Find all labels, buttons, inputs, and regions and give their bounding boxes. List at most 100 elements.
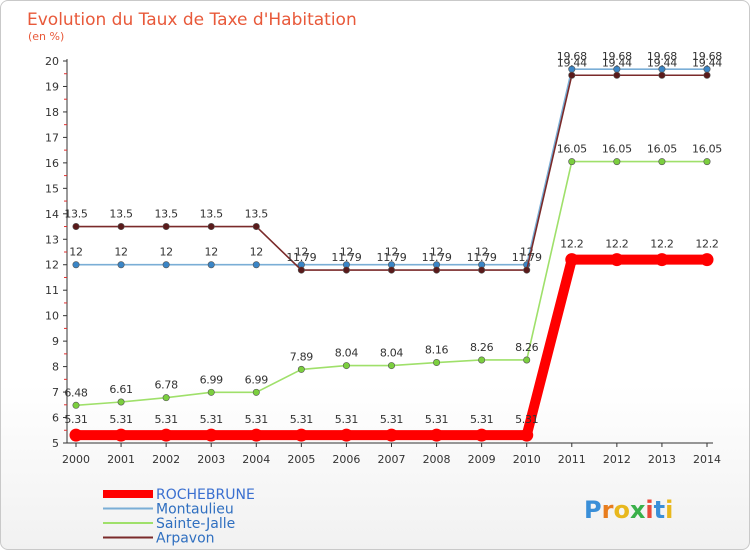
data-point <box>162 223 170 231</box>
legend-label: ROCHEBRUNE <box>156 487 255 503</box>
data-label: 12.2 <box>560 238 583 251</box>
data-label: 8.04 <box>335 347 359 360</box>
data-label: 6.61 <box>109 383 132 396</box>
data-point <box>655 253 669 267</box>
y-tick-label: 15 <box>45 182 59 195</box>
data-label: 8.26 <box>470 341 494 354</box>
legend-label: Montaulieu <box>156 502 234 518</box>
data-point <box>249 428 263 442</box>
series-arpavon: 13.5 13.5 13.5 13.5 13.5 11.79 11.79 11.79 11.79… <box>64 56 723 274</box>
data-label: 8.04 <box>380 347 404 360</box>
x-tick-label: 2002 <box>152 453 180 466</box>
data-point <box>478 266 486 274</box>
data-label: 8.16 <box>425 344 449 357</box>
x-tick-label: 2003 <box>197 453 225 466</box>
data-label: 11.79 <box>422 251 452 264</box>
series-rochebrune: 5.31 5.31 5.31 5.31 5.31 5.31 5.31 5.31 5.31 5.31… <box>64 238 719 442</box>
y-tick-label: 20 <box>45 55 59 68</box>
data-label: 12 <box>205 246 218 259</box>
data-point <box>478 356 486 364</box>
data-label: 11.79 <box>331 251 361 264</box>
data-label: 16.05 <box>602 143 632 156</box>
data-label: 13.5 <box>109 208 133 221</box>
data-point <box>207 388 215 396</box>
data-label: 5.31 <box>64 413 87 426</box>
logo-text: Proxiti <box>584 496 673 524</box>
series-line <box>75 68 708 266</box>
data-label: 19.68 <box>692 50 722 63</box>
y-tick-label: 5 <box>52 437 59 450</box>
data-label: 11.79 <box>377 251 407 264</box>
data-label: 5.31 <box>425 413 448 426</box>
y-tick-label: 19 <box>45 80 59 93</box>
x-tick-label: 2000 <box>62 453 90 466</box>
data-label: 12.2 <box>605 238 628 251</box>
data-label: 16.05 <box>692 143 722 156</box>
data-point <box>523 266 531 274</box>
unit-label: (en %) <box>28 30 64 43</box>
data-label: 19.44 <box>692 56 722 69</box>
data-label: 6.48 <box>64 386 88 399</box>
data-point <box>117 261 125 269</box>
data-label: 13.5 <box>245 208 269 221</box>
y-tick-label: 18 <box>45 106 59 119</box>
y-tick-label: 8 <box>52 361 59 374</box>
data-point <box>252 223 260 231</box>
data-label: 12 <box>475 246 488 259</box>
legend-item: Montaulieu <box>103 502 234 518</box>
data-label: 8.26 <box>515 341 539 354</box>
y-tick-label: 9 <box>52 335 59 348</box>
data-label: 13.5 <box>154 208 178 221</box>
data-point <box>72 261 80 269</box>
x-tick-label: 2001 <box>107 453 135 466</box>
data-label: 11.79 <box>467 251 497 264</box>
data-point <box>69 428 83 442</box>
data-label: 7.89 <box>290 350 314 363</box>
data-label: 16.05 <box>647 143 677 156</box>
legend-item: Arpavon <box>103 531 215 547</box>
legend-label: Arpavon <box>156 531 215 547</box>
data-label: 19.44 <box>602 56 632 69</box>
x-tick-label: 2011 <box>558 453 586 466</box>
data-point <box>72 401 80 409</box>
data-point <box>342 362 350 370</box>
series-sainte-jalle: 6.48 6.61 6.78 6.99 6.99 7.89 8.04 8.04 8.16 8.26… <box>64 143 723 409</box>
data-label: 12 <box>340 246 353 259</box>
data-point <box>613 71 621 79</box>
data-label: 12 <box>430 246 443 259</box>
data-point <box>252 388 260 396</box>
data-label: 12 <box>250 246 263 259</box>
legend-item: ROCHEBRUNE <box>103 487 255 503</box>
data-point <box>658 71 666 79</box>
data-label: 12 <box>385 246 398 259</box>
data-label: 12 <box>69 246 82 259</box>
y-tick-label: 11 <box>45 284 59 297</box>
data-label: 19.68 <box>557 50 587 63</box>
x-tick-label: 2014 <box>693 453 721 466</box>
x-tick-label: 2005 <box>287 453 315 466</box>
data-label: 12 <box>114 246 127 259</box>
data-label: 11.79 <box>286 251 316 264</box>
legend-label: Sainte-Jalle <box>156 516 235 532</box>
data-label: 5.31 <box>380 413 403 426</box>
data-point <box>700 253 714 267</box>
data-point <box>159 428 173 442</box>
data-label: 5.31 <box>109 413 132 426</box>
y-tick-label: 14 <box>45 208 59 221</box>
data-label: 5.31 <box>200 413 223 426</box>
x-tick-label: 2007 <box>378 453 406 466</box>
data-label: 12.2 <box>650 238 673 251</box>
data-point <box>72 223 80 231</box>
chart-title: Evolution du Taux de Taxe d'Habitation <box>27 10 357 30</box>
data-label: 6.99 <box>200 373 224 386</box>
data-label: 5.31 <box>335 413 358 426</box>
data-label: 12 <box>159 246 172 259</box>
data-label: 13.5 <box>64 208 88 221</box>
data-point <box>117 398 125 406</box>
data-label: 12.2 <box>695 238 718 251</box>
y-tick-label: 12 <box>45 259 59 272</box>
data-point <box>658 158 666 166</box>
data-point <box>297 365 305 373</box>
data-point <box>342 266 350 274</box>
